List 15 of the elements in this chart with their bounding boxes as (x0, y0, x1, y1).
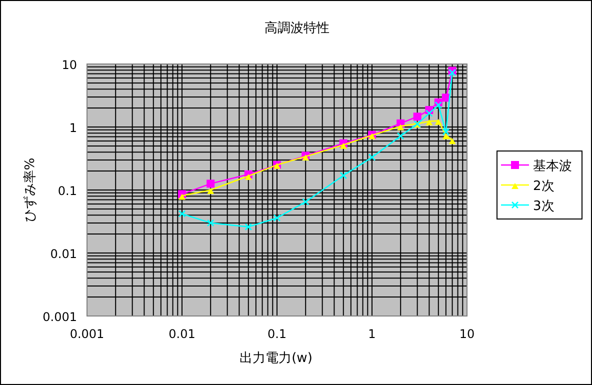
y-tick-label: 0.001 (42, 310, 77, 324)
y-tick-label: 1 (69, 121, 77, 135)
x-tick-label: 0.01 (168, 327, 196, 341)
x-tick-label: 1 (368, 327, 376, 341)
y-axis-title: ひずみ率% (22, 158, 38, 222)
legend-label: 2次 (533, 179, 554, 194)
legend-label: 3次 (533, 199, 554, 214)
chart-title: 高調波特性 (264, 20, 330, 36)
legend-label: 基本波 (533, 159, 572, 174)
y-tick-label: 10 (62, 58, 77, 72)
y-tick-label: 0.01 (50, 247, 77, 261)
x-tick-label: 0.1 (267, 327, 287, 341)
x-axis-title: 出力電力(w) (240, 351, 312, 366)
y-tick-label: 0.1 (58, 184, 77, 198)
x-tick-label: 10 (459, 327, 475, 341)
